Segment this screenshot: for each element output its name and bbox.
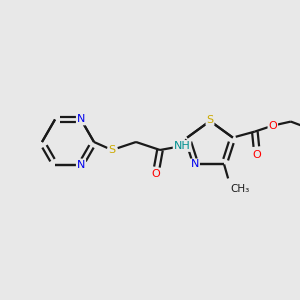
Text: O: O [152,169,160,179]
Text: N: N [191,159,199,170]
Text: N: N [77,160,85,170]
Text: O: O [268,121,277,130]
Text: O: O [253,150,261,160]
Text: CH₃: CH₃ [230,184,249,194]
Text: S: S [206,115,214,125]
Text: NH: NH [174,141,190,151]
Text: N: N [77,115,85,124]
Text: S: S [108,145,116,155]
